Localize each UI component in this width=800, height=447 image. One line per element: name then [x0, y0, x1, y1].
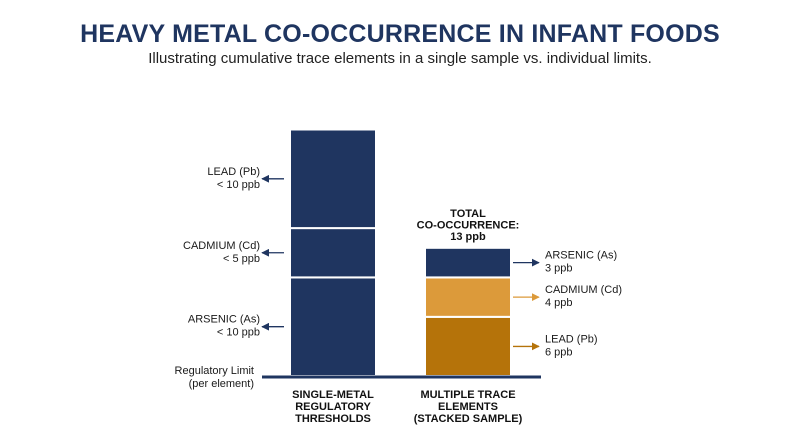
total-label: TOTAL — [450, 208, 486, 220]
category-label: SINGLE-METAL — [292, 389, 374, 401]
segment-name-label: LEAD (Pb) — [207, 166, 260, 178]
category-label: REGULATORY — [295, 401, 371, 413]
segment-name-label: ARSENIC (As) — [188, 314, 260, 326]
category-label: MULTIPLE TRACE — [420, 389, 515, 401]
segment-name-label: CADMIUM (Cd) — [183, 240, 260, 252]
segment-value-label: 6 ppb — [545, 346, 573, 358]
total-label: 13 ppb — [450, 231, 486, 243]
bar-segment — [424, 276, 512, 318]
segment-name-label: ARSENIC (As) — [545, 250, 617, 262]
bar-segment — [289, 128, 377, 230]
chart-title: HEAVY METAL CO-OCCURRENCE IN INFANT FOOD… — [80, 20, 720, 48]
baseline-label: (per element) — [189, 378, 254, 390]
segment-name-label: CADMIUM (Cd) — [545, 284, 622, 296]
bar-segment — [289, 276, 377, 377]
category-label: THRESHOLDS — [295, 413, 371, 425]
segment-value-label: < 5 ppb — [223, 253, 260, 265]
category-label: (STACKED SAMPLE) — [414, 413, 523, 425]
total-label: CO-OCCURRENCE: — [417, 219, 520, 231]
segment-value-label: < 10 ppb — [217, 327, 260, 339]
chart-subtitle: Illustrating cumulative trace elements i… — [148, 50, 652, 67]
bar-segment — [424, 246, 512, 279]
segment-name-label: LEAD (Pb) — [545, 333, 598, 345]
category-label: ELEMENTS — [438, 401, 498, 413]
baseline-label: Regulatory Limit — [175, 365, 254, 377]
bar-segment — [424, 315, 512, 377]
segment-value-label: < 10 ppb — [217, 179, 260, 191]
bar-segment — [289, 227, 377, 279]
segment-value-label: 3 ppb — [545, 263, 573, 275]
segment-value-label: 4 ppb — [545, 297, 573, 309]
